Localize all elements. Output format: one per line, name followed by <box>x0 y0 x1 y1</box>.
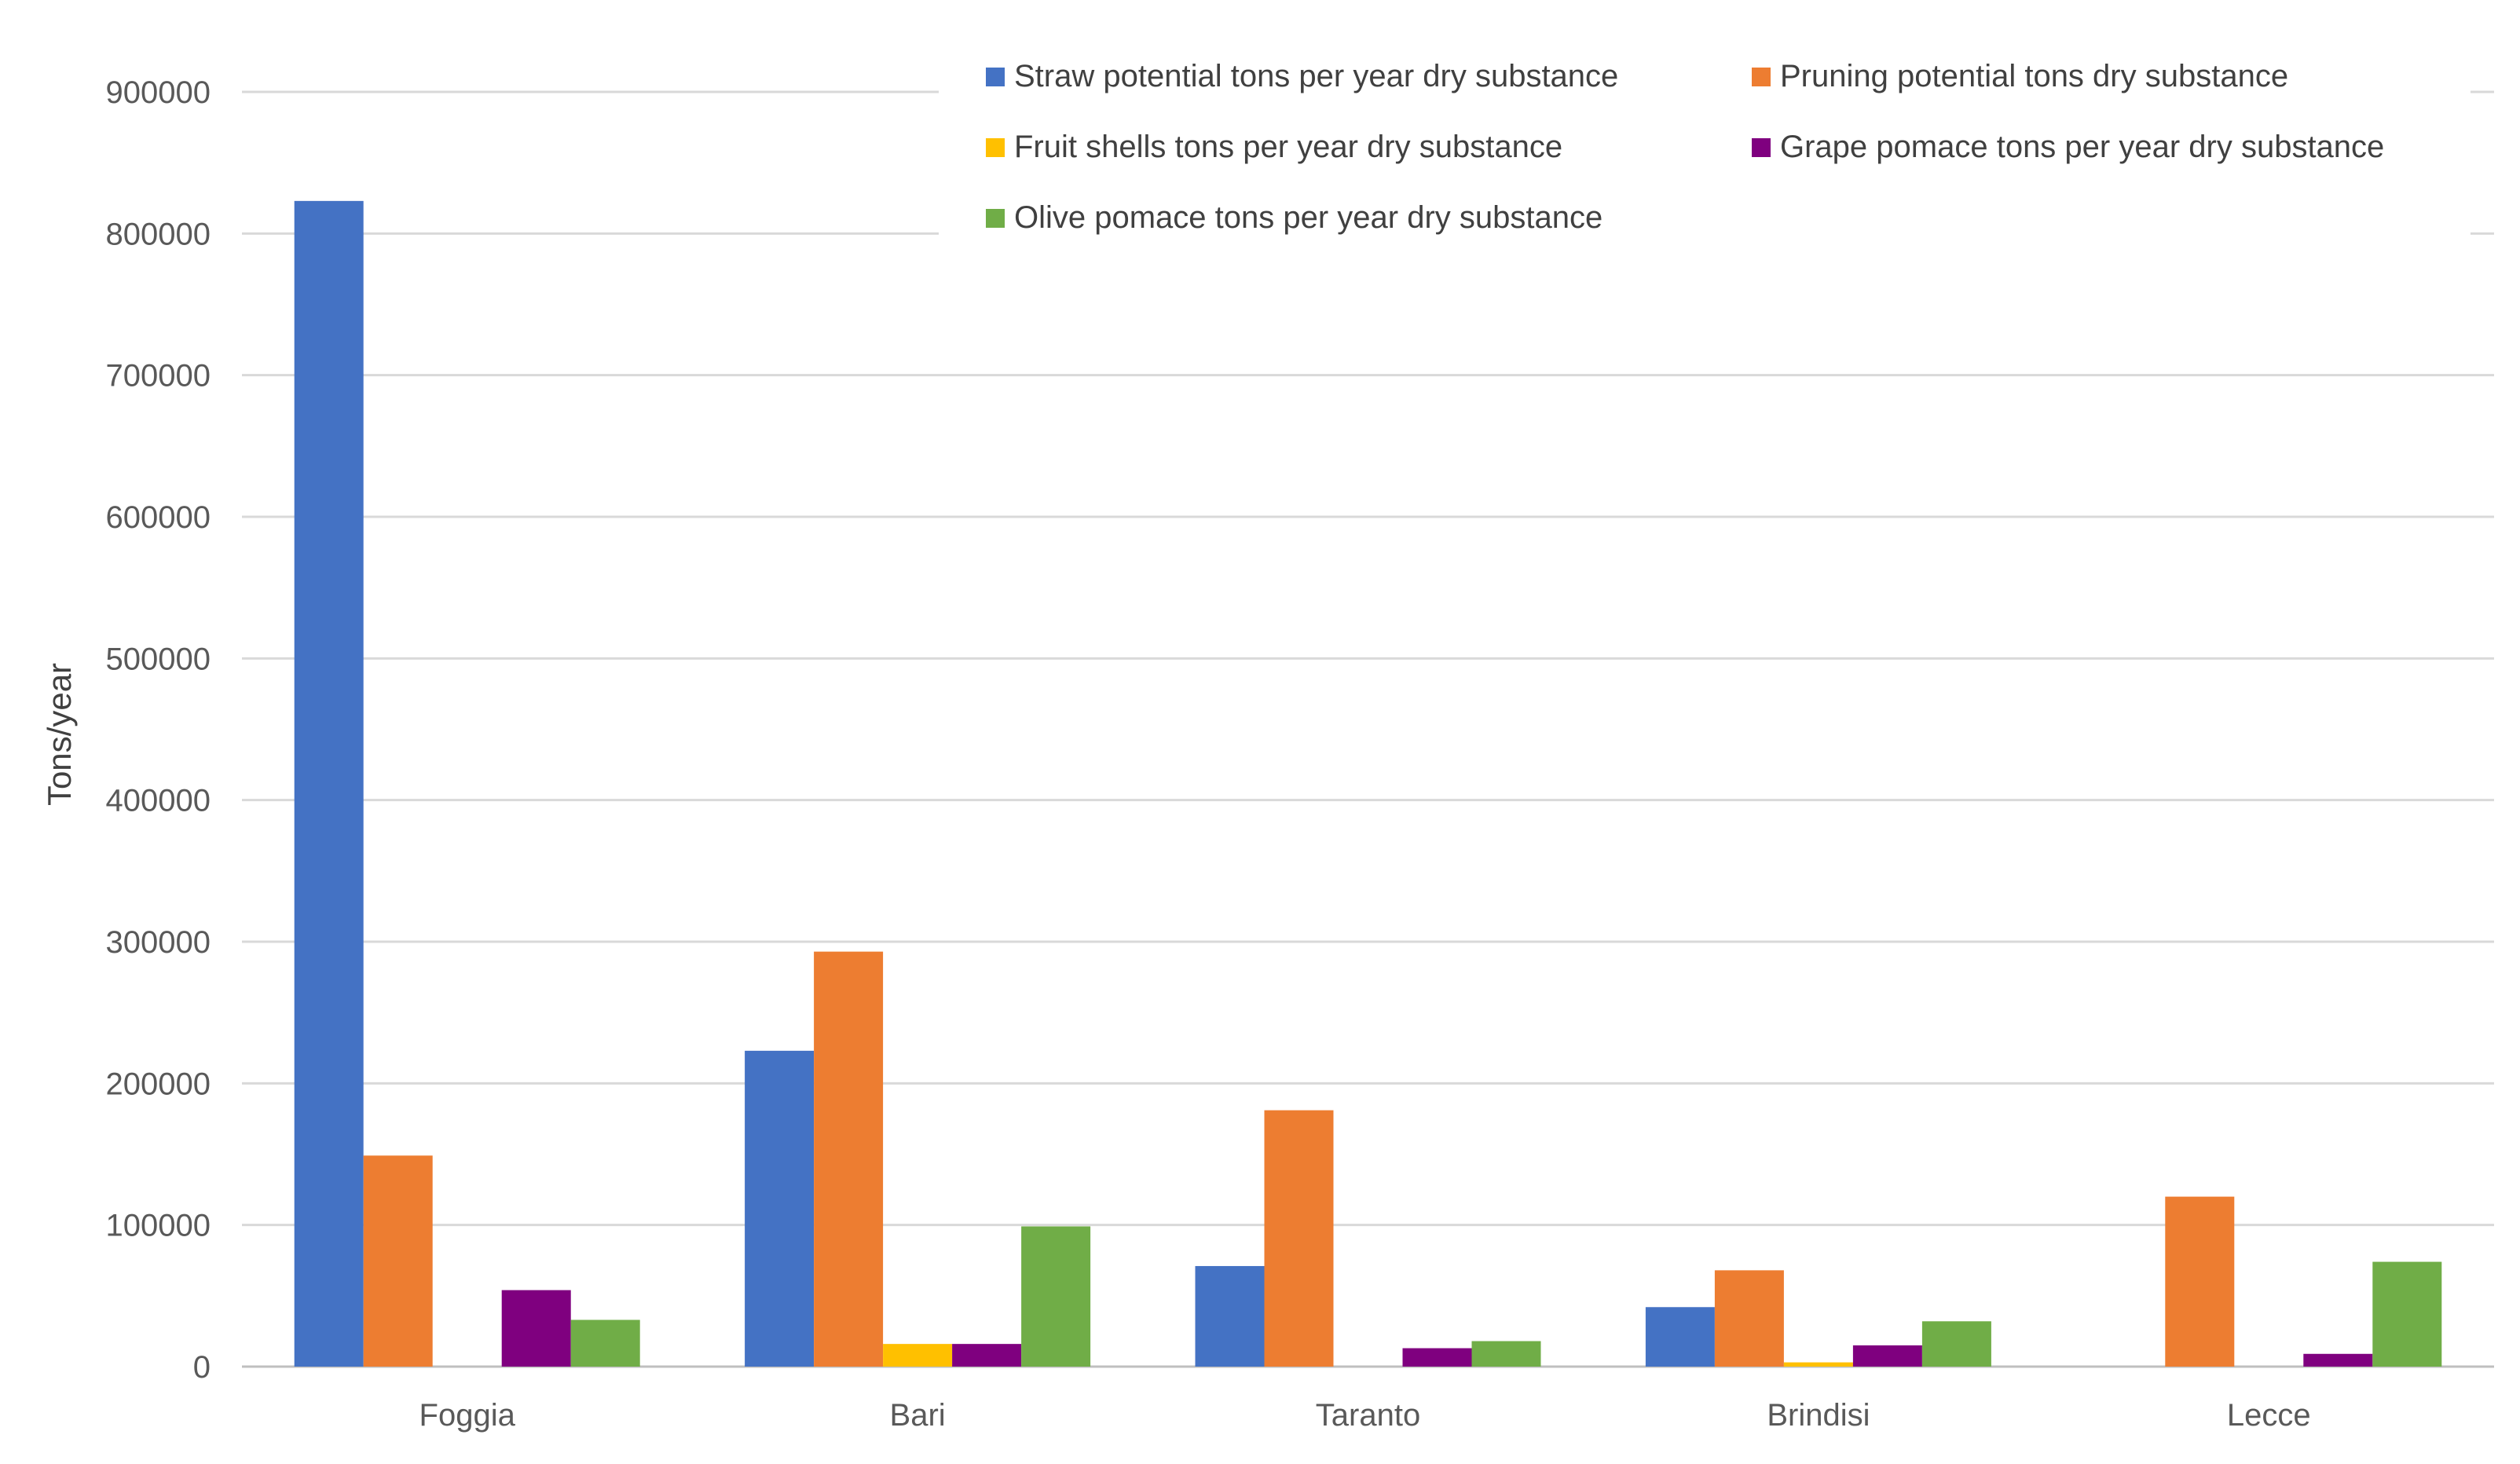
y-tick-label: 300000 <box>106 925 211 960</box>
bar-straw-taranto <box>1195 1265 1265 1367</box>
legend-item-grape: Grape pomace tons per year dry substance <box>1752 130 2384 164</box>
bar-grape-foggia <box>501 1290 571 1367</box>
bar-straw-brindisi <box>1645 1307 1715 1367</box>
y-tick-label: 800000 <box>106 217 211 251</box>
y-tick-label: 0 <box>193 1350 211 1385</box>
x-tick-label: Taranto <box>1316 1398 1420 1433</box>
legend-item-fruit: Fruit shells tons per year dry substance <box>986 130 1562 164</box>
bar-grape-taranto <box>1402 1348 1472 1367</box>
x-axis-ticks: Foggia Bari Taranto Brindisi Lecce <box>419 1398 2311 1433</box>
y-axis-title: Tons/year <box>41 663 78 806</box>
bar-straw-bari <box>745 1050 815 1367</box>
legend-label: Straw potential tons per year dry substa… <box>1014 59 1618 93</box>
bar-grape-bari <box>952 1344 1022 1367</box>
x-tick-label: Lecce <box>2227 1398 2311 1433</box>
bar-olive-taranto <box>1471 1341 1541 1367</box>
y-tick-label: 700000 <box>106 359 211 393</box>
y-tick-label: 200000 <box>106 1067 211 1101</box>
legend-swatch <box>986 68 1005 86</box>
bar-olive-brindisi <box>1921 1321 1991 1367</box>
legend-item-pruning: Pruning potential tons dry substance <box>1752 59 2288 93</box>
gridlines <box>242 90 2494 1368</box>
bar-fruit-bari <box>883 1344 953 1367</box>
legend-item-olive: Olive pomace tons per year dry substance <box>986 200 1602 235</box>
bar-pruning-taranto <box>1264 1110 1334 1367</box>
bar-pruning-foggia <box>363 1155 433 1367</box>
legend-label: Olive pomace tons per year dry substance <box>1014 200 1602 235</box>
x-tick-label: Brindisi <box>1767 1398 1870 1433</box>
bar-pruning-bari <box>814 951 884 1367</box>
legend-swatch <box>986 209 1005 228</box>
legend-item-straw: Straw potential tons per year dry substa… <box>986 59 1618 93</box>
y-tick-label: 900000 <box>106 75 211 110</box>
y-tick-label: 400000 <box>106 784 211 818</box>
x-tick-label: Bari <box>890 1398 946 1433</box>
legend-swatch <box>986 138 1005 157</box>
legend-label: Fruit shells tons per year dry substance <box>1014 130 1562 164</box>
y-tick-label: 500000 <box>106 642 211 676</box>
bar-straw-foggia <box>294 200 364 1367</box>
bar-pruning-brindisi <box>1714 1270 1784 1367</box>
bars <box>294 200 2442 1367</box>
bar-grape-brindisi <box>1852 1345 1922 1367</box>
bar-grape-lecce <box>2303 1353 2373 1367</box>
legend-swatch <box>1752 68 1771 86</box>
y-tick-label: 100000 <box>106 1209 211 1243</box>
y-axis-ticks: 0 100000 200000 300000 400000 500000 600000 700… <box>106 75 211 1385</box>
bar-fruit-brindisi <box>1783 1362 1853 1367</box>
bar-olive-foggia <box>570 1319 640 1367</box>
legend-swatch <box>1752 138 1771 157</box>
legend-label: Grape pomace tons per year dry substance <box>1780 130 2384 164</box>
bar-pruning-lecce <box>2165 1196 2235 1367</box>
legend-label: Pruning potential tons dry substance <box>1780 59 2288 93</box>
bar-olive-lecce <box>2372 1261 2442 1367</box>
bar-olive-bari <box>1021 1226 1091 1367</box>
y-tick-label: 600000 <box>106 500 211 535</box>
x-tick-label: Foggia <box>419 1398 516 1433</box>
legend: Straw potential tons per year dry substa… <box>986 59 2384 235</box>
